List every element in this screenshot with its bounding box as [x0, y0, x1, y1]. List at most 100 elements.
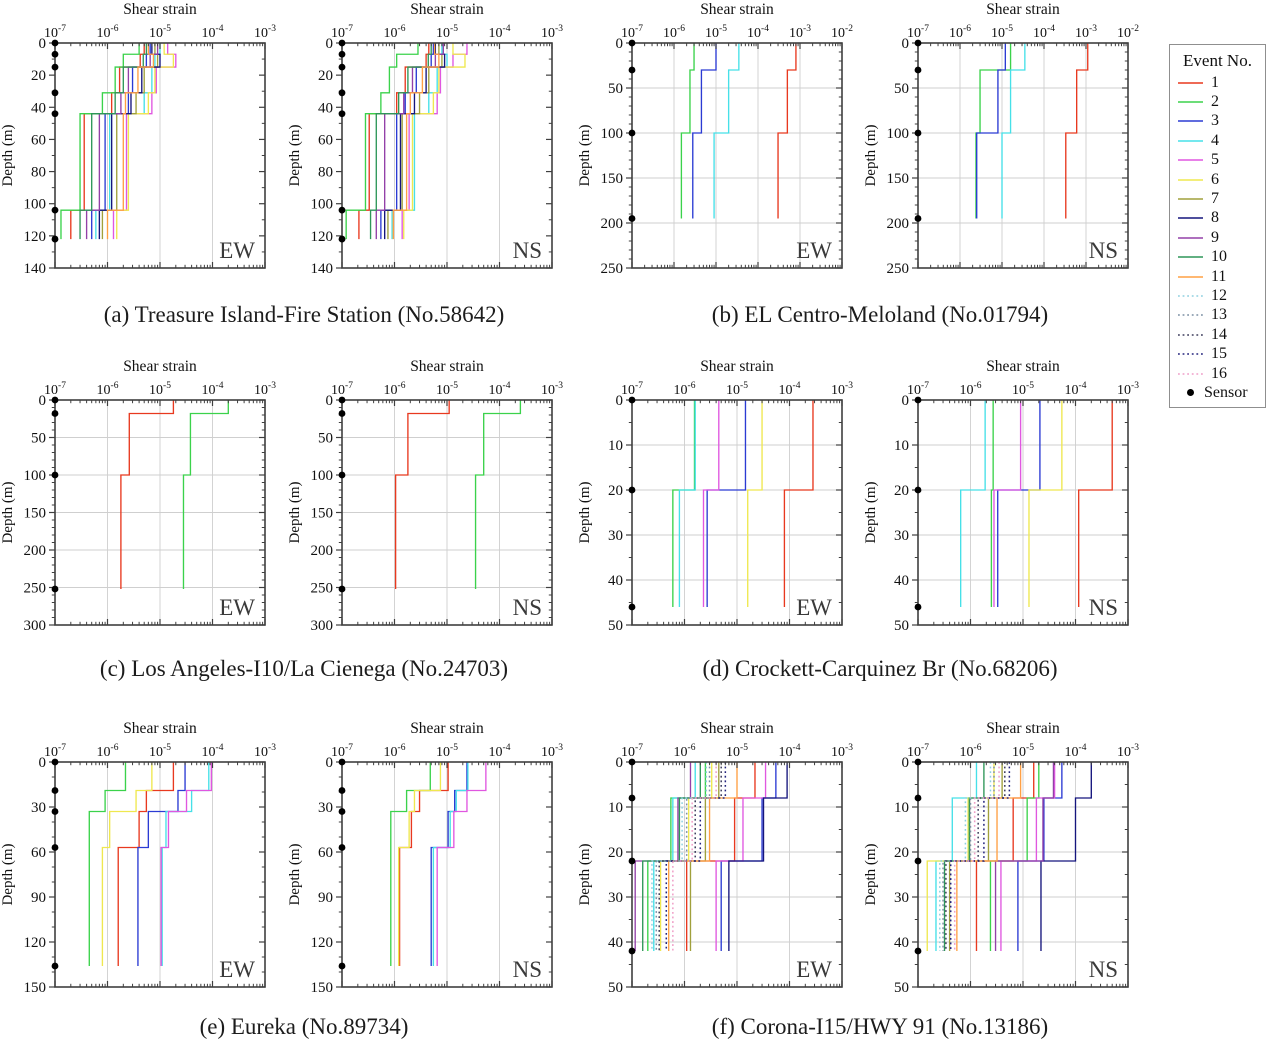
- y-tick-label: 120: [24, 935, 47, 951]
- sensor-dot: [51, 110, 59, 118]
- x-tick-label: 10-3: [254, 743, 276, 760]
- sensor-dot: [51, 787, 59, 794]
- event-11-profile: [106, 43, 155, 240]
- y-tick-label: 150: [601, 171, 624, 187]
- legend-entry-event-15: 15: [1170, 344, 1265, 363]
- y-tick-label: 0: [616, 36, 624, 52]
- event-2-profile: [474, 400, 522, 589]
- y-tick-label: 150: [311, 980, 334, 996]
- x-tick-label: 10-6: [384, 24, 406, 41]
- x-tick-label: 10-7: [331, 743, 353, 760]
- direction-label: EW: [219, 957, 255, 982]
- x-tick-label: 10-6: [960, 381, 982, 398]
- x-axis-title: Shear strain: [986, 720, 1060, 737]
- legend-entry-label: 5: [1211, 151, 1219, 169]
- event-15-profile: [665, 762, 727, 951]
- event-4-profile: [161, 762, 210, 966]
- event-5-profile: [160, 762, 213, 966]
- sensor-dot: [628, 396, 636, 404]
- event-10-profile: [943, 762, 985, 951]
- legend-line-sample: [1178, 178, 1203, 181]
- legend-entry-event-16: 16: [1170, 364, 1265, 383]
- x-tick-label: 10-3: [1117, 381, 1139, 398]
- x-tick-label: 10-4: [489, 743, 511, 760]
- y-tick-label: 0: [902, 393, 910, 409]
- legend-entry-event-4: 4: [1170, 131, 1265, 150]
- x-axis-title: Shear strain: [700, 358, 774, 375]
- event-12-profile: [939, 762, 992, 951]
- sensor-dot: [628, 794, 636, 802]
- y-axis-title: Depth (m): [863, 481, 879, 543]
- panel-e-ns-plot: 10-7 10-6 10-5 10-4 10-3 0 30 60 90 120 150 Shear s…: [287, 720, 563, 996]
- x-tick-label: 10-5: [436, 381, 458, 398]
- y-tick-label: 150: [887, 171, 910, 187]
- sensor-dot: [51, 808, 59, 815]
- x-axis-title: Shear strain: [123, 358, 197, 375]
- event-6-profile: [101, 762, 153, 966]
- x-tick-label: 10-4: [202, 24, 224, 41]
- y-tick-label: 0: [616, 393, 624, 409]
- event-14-profile: [658, 762, 722, 951]
- x-tick-label: 10-7: [331, 24, 353, 41]
- event-1-profile: [120, 400, 175, 589]
- event-16-profile: [672, 762, 717, 951]
- sensor-dot: [914, 857, 922, 865]
- sensor-dot: [51, 844, 59, 851]
- x-tick-label: 10-6: [97, 743, 119, 760]
- y-tick-label: 0: [39, 36, 47, 52]
- event-2-profile: [390, 762, 431, 966]
- y-tick-label: 20: [31, 68, 46, 84]
- x-tick-label: 10-4: [1065, 381, 1087, 398]
- legend-entry-label: 8: [1211, 209, 1219, 227]
- event-5-profile: [702, 400, 720, 607]
- x-tick-label: 10-5: [149, 381, 171, 398]
- legend-entry-event-2: 2: [1170, 92, 1265, 111]
- x-tick-label: 10-5: [149, 24, 171, 41]
- sensor-dot: [628, 603, 636, 611]
- y-tick-label: 50: [894, 980, 909, 996]
- sensor-dot: [51, 410, 59, 417]
- sensor-dot: [338, 758, 346, 766]
- event-5-profile: [993, 400, 1022, 607]
- x-tick-label: 10-5: [149, 743, 171, 760]
- legend-entry-event-12: 12: [1170, 286, 1265, 305]
- y-tick-label: 0: [616, 755, 624, 771]
- panel-d-ew-plot: 10-7 10-6 10-5 10-4 10-3 0 10 20 30 40 50 Shear str…: [577, 358, 853, 634]
- panel-a-ew-plot: 10-7 10-6 10-5 10-4 10-3 0 20 40 60 80 100 120 140 Sh…: [0, 1, 276, 277]
- y-tick-label: 90: [318, 890, 333, 906]
- direction-label: EW: [219, 238, 255, 263]
- x-tick-label: 10-5: [1012, 381, 1034, 398]
- legend-entry-label: 3: [1211, 112, 1219, 130]
- event-6-profile: [397, 762, 442, 966]
- x-tick-label: 10-5: [705, 24, 727, 41]
- legend-line-sample: [1178, 314, 1203, 317]
- legend-line-sample: [1178, 256, 1203, 258]
- event-3-profile: [137, 762, 186, 966]
- y-axis-title: Depth (m): [577, 481, 593, 543]
- y-tick-label: 250: [601, 261, 624, 277]
- event-3-profile: [976, 43, 1007, 219]
- legend-entry-event-9: 9: [1170, 228, 1265, 247]
- event-15-profile: [949, 762, 1011, 951]
- y-tick-label: 140: [24, 261, 47, 277]
- x-tick-label: 10-4: [489, 24, 511, 41]
- x-tick-label: 10-3: [1075, 24, 1097, 41]
- sensor-dot: [338, 63, 346, 71]
- y-tick-label: 60: [318, 132, 333, 148]
- event-4-profile: [678, 400, 696, 607]
- x-tick-label: 10-5: [726, 743, 748, 760]
- x-tick-label: 10-7: [907, 381, 929, 398]
- event-10-profile: [642, 762, 701, 951]
- direction-label: NS: [1089, 238, 1118, 263]
- legend-line-sample: [1178, 295, 1203, 297]
- y-tick-label: 60: [31, 132, 46, 148]
- sensor-dot: [338, 585, 346, 593]
- y-tick-label: 200: [601, 216, 624, 232]
- y-tick-label: 100: [887, 126, 910, 142]
- legend-title: Event No.: [1183, 51, 1252, 70]
- y-tick-label: 10: [608, 438, 623, 454]
- legend-line-sample: [1178, 198, 1203, 200]
- sensor-dot: [914, 603, 922, 611]
- event-1-profile: [975, 762, 1035, 951]
- legend-entry-event-14: 14: [1170, 325, 1265, 344]
